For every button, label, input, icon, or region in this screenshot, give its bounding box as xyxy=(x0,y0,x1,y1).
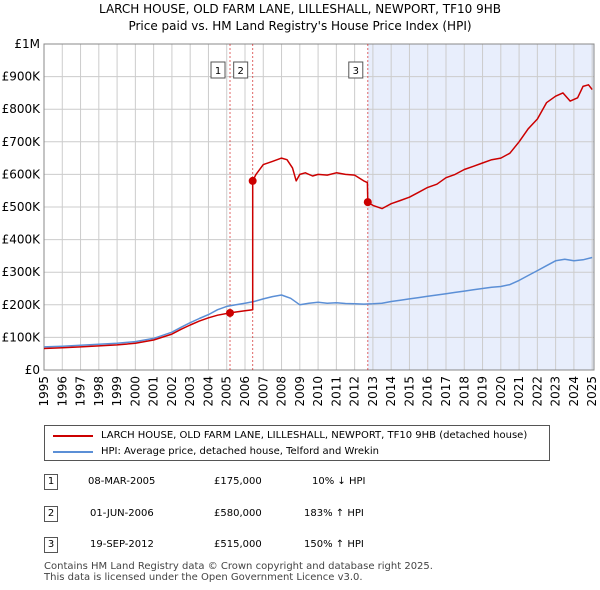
x-tick-label: 1997 xyxy=(74,376,88,407)
x-tick-label: 1998 xyxy=(92,376,106,407)
sale-number-text: 3 xyxy=(353,66,359,77)
legend-label-hpi: HPI: Average price, detached house, Telf… xyxy=(101,446,379,457)
sale-number-label: 1 xyxy=(210,61,226,79)
x-tick-label: 2016 xyxy=(421,376,435,407)
x-tick-label: 2009 xyxy=(293,376,307,407)
sale-price: £580,000 xyxy=(214,508,262,519)
x-tick-label: 2018 xyxy=(457,376,471,407)
legend-swatch-property xyxy=(53,435,93,437)
x-tick-label: 2002 xyxy=(165,376,179,407)
x-tick-label: 2017 xyxy=(439,376,453,407)
y-tick-label: £300K xyxy=(2,265,42,279)
x-tick-label: 1996 xyxy=(55,376,69,407)
y-tick-label: £0 xyxy=(25,363,40,377)
x-tick-label: 2022 xyxy=(530,376,544,407)
x-tick-label: 2001 xyxy=(147,376,161,407)
x-tick-label: 2020 xyxy=(494,376,508,407)
x-tick-label: 1999 xyxy=(110,376,124,407)
y-tick-label: £900K xyxy=(2,70,42,84)
sale-point xyxy=(226,308,235,317)
y-tick-label: £200K xyxy=(2,298,42,312)
x-tick-label: 2011 xyxy=(329,376,343,407)
sale-date: 19-SEP-2012 xyxy=(90,539,154,550)
sale-hpi-delta: 183% ↑ HPI xyxy=(304,508,364,519)
y-tick-label: £800K xyxy=(2,102,42,116)
y-tick-label: £1M xyxy=(14,37,40,51)
chart-title: LARCH HOUSE, OLD FARM LANE, LILLESHALL, … xyxy=(98,2,502,16)
sale-number-label: 2 xyxy=(233,61,249,79)
sale-number-box xyxy=(233,61,249,79)
x-tick-label: 2007 xyxy=(256,376,270,407)
legend-label-property: LARCH HOUSE, OLD FARM LANE, LILLESHALL, … xyxy=(101,430,528,441)
sale-price: £515,000 xyxy=(214,539,262,550)
legend-swatch-hpi xyxy=(53,451,93,453)
chart-subtitle: Price paid vs. HM Land Registry's House … xyxy=(128,19,472,33)
sale-number-text: 1 xyxy=(215,66,221,77)
x-tick-label: 2023 xyxy=(549,376,563,407)
x-tick-label: 2008 xyxy=(275,376,289,407)
y-tick-label: £100K xyxy=(2,330,42,344)
sale-number-badge: 2 xyxy=(44,506,58,522)
x-tick-label: 2013 xyxy=(366,376,380,407)
x-tick-label: 2019 xyxy=(476,376,490,407)
sale-point xyxy=(248,176,257,185)
x-tick-label: 2005 xyxy=(220,376,234,407)
y-tick-label: £400K xyxy=(2,233,42,247)
sale-number-label: 3 xyxy=(348,61,364,79)
legend: LARCH HOUSE, OLD FARM LANE, LILLESHALL, … xyxy=(44,425,550,461)
sale-hpi-delta: 150% ↑ HPI xyxy=(304,539,364,550)
x-tick-label: 2004 xyxy=(201,376,215,407)
sale-number-badge: 3 xyxy=(44,537,58,553)
y-tick-label: £700K xyxy=(2,135,42,149)
sale-number-box xyxy=(210,61,226,79)
price-chart: £0 £100K £200K £300K £400K £500K £600K £700K £80… xyxy=(2,37,600,407)
sale-price: £175,000 xyxy=(214,476,262,487)
x-tick-label: 2000 xyxy=(128,376,142,407)
sale-date: 01-JUN-2006 xyxy=(90,508,154,519)
x-tick-label: 2006 xyxy=(238,376,252,407)
sale-number-text: 2 xyxy=(237,66,243,77)
plot-frame xyxy=(43,43,595,371)
sale-date: 08-MAR-2005 xyxy=(88,476,156,487)
property-price-line xyxy=(43,84,593,350)
x-tick-label: 1995 xyxy=(37,376,51,407)
sale-point xyxy=(363,198,372,207)
y-tick-label: £600K xyxy=(2,167,42,181)
x-tick-label: 2003 xyxy=(183,376,197,407)
footer-licence: This data is licensed under the Open Gov… xyxy=(44,572,363,583)
x-tick-label: 2015 xyxy=(402,376,416,407)
x-tick-label: 2010 xyxy=(311,376,325,407)
x-tick-label: 2012 xyxy=(348,376,362,407)
x-tick-label: 2024 xyxy=(567,376,581,407)
footer-copyright: Contains HM Land Registry data © Crown c… xyxy=(44,561,433,572)
x-tick-label: 2025 xyxy=(585,376,599,407)
sale-number-box xyxy=(348,61,364,79)
sale-number-badge: 1 xyxy=(44,474,58,490)
x-tick-label: 2014 xyxy=(384,376,398,407)
y-tick-label: £500K xyxy=(2,200,42,214)
hpi-line xyxy=(43,256,593,348)
sale-hpi-delta: 10% ↓ HPI xyxy=(312,476,366,487)
x-tick-label: 2021 xyxy=(512,376,526,407)
